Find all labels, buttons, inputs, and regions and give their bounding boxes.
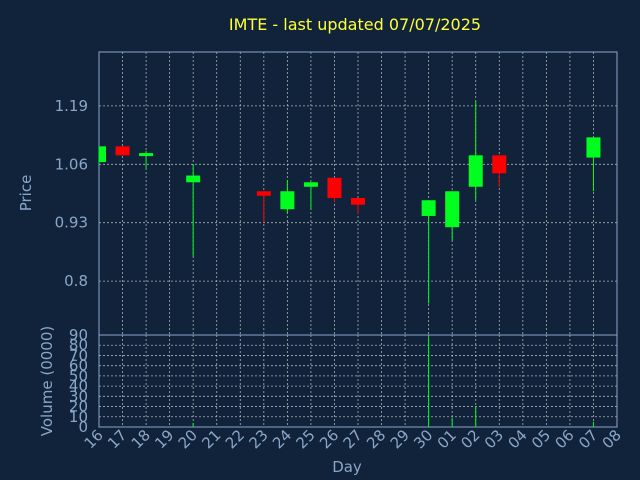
x-tick-label: 02 bbox=[457, 426, 483, 452]
price-tick-label: 1.19 bbox=[55, 97, 88, 115]
x-tick-label: 08 bbox=[599, 426, 625, 452]
y-axis-title-volume: Volume (0000) bbox=[38, 326, 56, 436]
candle-body bbox=[256, 191, 271, 196]
candle-body bbox=[468, 155, 483, 187]
volume-tick-label: 40 bbox=[69, 377, 88, 395]
x-tick-label: 29 bbox=[387, 426, 413, 452]
x-tick-label: 20 bbox=[175, 426, 201, 452]
y-axis-title-price: Price bbox=[17, 175, 35, 212]
volume-tick-label: 0 bbox=[78, 418, 88, 436]
x-tick-label: 01 bbox=[434, 426, 460, 452]
volume-tick-label: 70 bbox=[69, 346, 88, 364]
candle-body bbox=[280, 191, 295, 210]
volume-tick-label: 90 bbox=[69, 326, 88, 344]
x-tick-label: 25 bbox=[293, 426, 319, 452]
candles bbox=[98, 101, 601, 304]
x-axis-title: Day bbox=[332, 458, 362, 476]
volume-tick-label: 10 bbox=[69, 408, 88, 426]
volume-grid bbox=[98, 334, 618, 428]
x-tick-label: 06 bbox=[552, 426, 578, 452]
volume-bars bbox=[98, 337, 594, 427]
volume-tick-label: 80 bbox=[69, 336, 88, 354]
x-tick-label: 21 bbox=[198, 426, 224, 452]
volume-tick-label: 60 bbox=[69, 357, 88, 375]
candle-body bbox=[99, 146, 106, 163]
candle-body bbox=[115, 146, 130, 156]
x-tick-label: 24 bbox=[269, 426, 295, 452]
candle-body bbox=[445, 191, 460, 228]
x-tick-label: 03 bbox=[481, 426, 507, 452]
price-grid bbox=[98, 52, 618, 335]
x-tick-labels: 1617181920212223242526272829300102030405… bbox=[81, 426, 625, 452]
x-tick-label: 17 bbox=[104, 426, 130, 452]
x-tick-label: 28 bbox=[363, 426, 389, 452]
x-tick-label: 22 bbox=[222, 426, 248, 452]
price-tick-label: 0.93 bbox=[55, 214, 88, 232]
price-tick-label: 0.8 bbox=[64, 272, 88, 290]
candle-body bbox=[139, 153, 154, 157]
candle-body bbox=[586, 137, 601, 158]
x-tick-label: 18 bbox=[128, 426, 154, 452]
x-tick-label: 23 bbox=[245, 426, 271, 452]
x-tick-label: 07 bbox=[575, 426, 601, 452]
x-tick-label: 30 bbox=[410, 426, 436, 452]
price-tick-labels: 1.19 1.06 0.93 0.8 bbox=[55, 97, 88, 290]
candle-body bbox=[186, 175, 201, 183]
candle-body bbox=[303, 182, 318, 187]
volume-tick-label: 20 bbox=[69, 398, 88, 416]
candle-body bbox=[421, 200, 436, 216]
x-tick-label: 27 bbox=[340, 426, 366, 452]
chart-title: IMTE - last updated 07/07/2025 bbox=[229, 15, 481, 34]
candle-body bbox=[492, 155, 507, 174]
price-tick-label: 1.06 bbox=[55, 155, 88, 173]
x-tick-label: 04 bbox=[504, 426, 530, 452]
candle-body bbox=[351, 197, 365, 205]
x-tick-label: 19 bbox=[151, 426, 177, 452]
x-tick-label: 26 bbox=[316, 426, 342, 452]
x-tick-label: 05 bbox=[528, 426, 554, 452]
volume-tick-label: 30 bbox=[69, 387, 88, 405]
volume-tick-label: 50 bbox=[69, 367, 88, 385]
candle-body bbox=[327, 177, 342, 198]
